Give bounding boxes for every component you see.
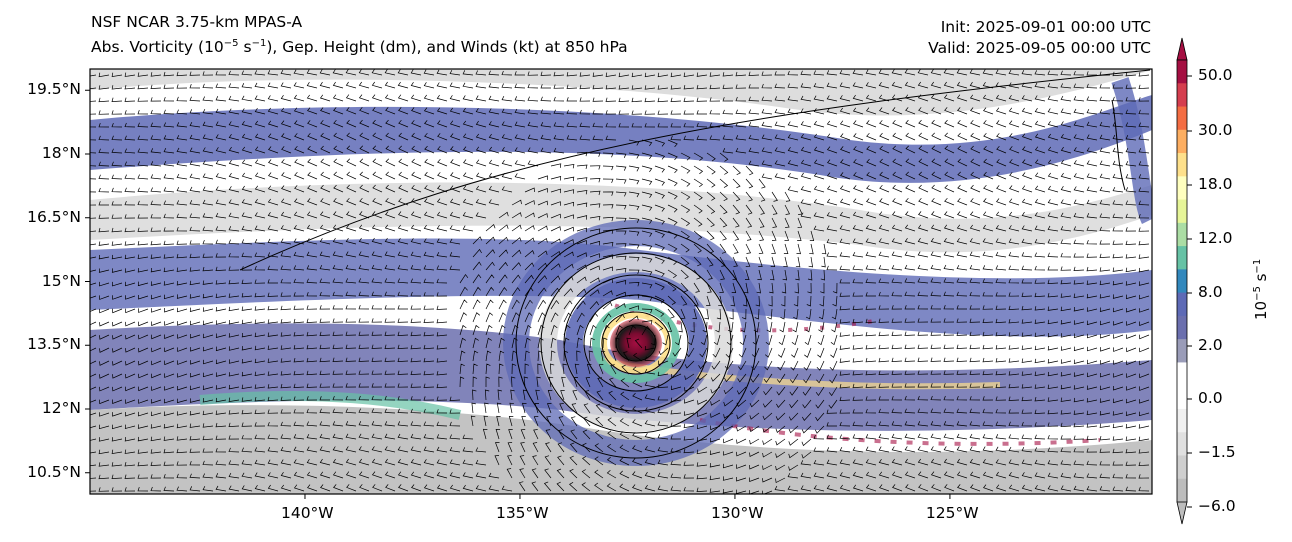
colorbar-segment — [1177, 339, 1187, 363]
colorbar-segment — [1177, 106, 1187, 131]
colorbar-segment — [1177, 292, 1187, 317]
colorbar-segment — [1177, 246, 1187, 270]
colorbar-min-extend — [1176, 501, 1188, 525]
y-tick-label: 16.5°N — [27, 207, 81, 226]
colorbar-segment — [1177, 83, 1187, 108]
colorbar-tick-label: 8.0 — [1198, 283, 1223, 301]
colorbar-tick-label: 50.0 — [1198, 66, 1233, 84]
colorbar-segment — [1177, 362, 1187, 387]
colorbar-tick-label: 2.0 — [1198, 336, 1223, 354]
colorbar-segment — [1177, 385, 1187, 410]
x-tick-label: 135°W — [495, 504, 549, 522]
colorbar-max-extend — [1176, 37, 1188, 61]
colorbar-tick-label: 18.0 — [1198, 175, 1233, 193]
figure-title-fields: Abs. Vorticity (10−5 s−1), Gep. Height (… — [91, 38, 628, 57]
colorbar-segment — [1177, 176, 1187, 201]
colorbar-tick-label: 0.0 — [1198, 389, 1223, 407]
colorbar-segment — [1177, 269, 1187, 294]
colorbar-tick-label: 30.0 — [1198, 121, 1233, 139]
colorbar-segment — [1177, 315, 1187, 340]
colorbar-segment — [1177, 199, 1187, 224]
colorbar-segment — [1177, 432, 1187, 456]
y-tick-label: 10.5°N — [27, 462, 81, 481]
x-axis-ticks — [304, 494, 951, 499]
wind-barb-set — [90, 69, 1150, 494]
x-tick-label: 130°W — [710, 504, 764, 522]
colorbar-tick-label: −6.0 — [1198, 497, 1236, 515]
valid-time-label: Valid: 2025-09-05 00:00 UTC — [928, 39, 1151, 57]
figure-title-model: NSF NCAR 3.75-km MPAS-A — [91, 13, 303, 31]
colorbar-segment — [1177, 408, 1187, 433]
x-tick-label: 140°W — [280, 504, 334, 522]
colorbar — [1176, 37, 1192, 525]
colorbar-unit-label: 10−5 s−1 — [1252, 258, 1270, 320]
y-tick-label: 18°N — [41, 144, 81, 162]
y-tick-label: 19.5°N — [27, 80, 81, 99]
y-tick-label: 15°N — [41, 271, 81, 290]
colorbar-segment — [1177, 222, 1187, 247]
colorbar-segment — [1177, 129, 1187, 154]
colorbar-segment — [1177, 478, 1187, 503]
colorbar-segment — [1177, 60, 1187, 84]
map-plot-area — [90, 69, 1152, 494]
colorbar-segment — [1177, 455, 1187, 480]
init-time-label: Init: 2025-09-01 00:00 UTC — [940, 18, 1151, 36]
colorbar-frame — [1176, 59, 1188, 503]
x-tick-label: 125°W — [925, 504, 979, 522]
y-tick-label: 13.5°N — [27, 335, 81, 354]
colorbar-tick-label: −1.5 — [1198, 443, 1236, 461]
colorbar-segment — [1177, 153, 1187, 177]
wind-barbs — [90, 69, 1150, 494]
y-axis-ticks — [85, 89, 90, 474]
colorbar-tick-label: 12.0 — [1198, 229, 1233, 247]
y-tick-label: 12°N — [41, 399, 81, 417]
